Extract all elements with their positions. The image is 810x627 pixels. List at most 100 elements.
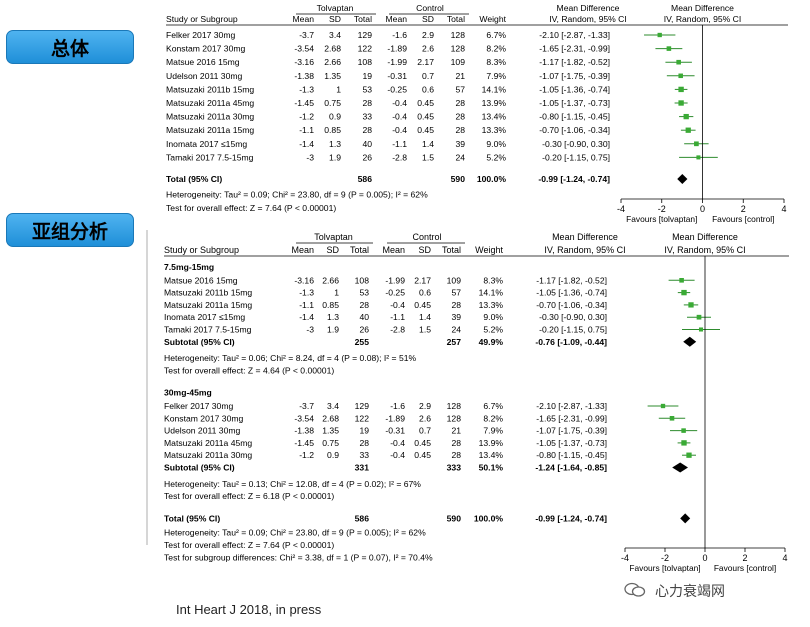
control-mean: -1.6: [390, 401, 405, 411]
x-tick-label: 2: [742, 553, 747, 563]
subgroup-difference-text: Test for subgroup differences: Chi² = 3.…: [164, 552, 433, 562]
control-mean: -1.1: [392, 139, 407, 149]
study-ci: -1.07 [-1.75, -0.39]: [539, 71, 610, 81]
tolvaptan-total: 108: [358, 57, 373, 67]
tolvaptan-sd: 0.9: [329, 112, 341, 122]
study-name: Matsue 2016 15mg: [166, 57, 240, 67]
tolvaptan-sd: 2.66: [324, 57, 341, 67]
effect-marker: [681, 440, 687, 446]
total-ci: -0.99 [-1.24, -0.74]: [538, 174, 610, 184]
tolvaptan-sd: 2.66: [322, 275, 339, 285]
subtotal-tolvaptan-total: 331: [355, 463, 370, 473]
control-total: 128: [447, 401, 462, 411]
method-header-right: IV, Random, 95% CI: [664, 14, 742, 24]
control-total: 128: [447, 413, 462, 423]
total-ci: -0.99 [-1.24, -0.74]: [535, 513, 607, 523]
tolvaptan-sd: 3.4: [329, 30, 341, 40]
control-mean: -0.4: [392, 112, 407, 122]
control-total: 28: [455, 112, 465, 122]
control-mean: -1.89: [387, 44, 407, 54]
control-mean-header: Mean: [382, 245, 405, 255]
effect-marker: [686, 452, 692, 458]
subtotal-diamond: [683, 336, 697, 347]
tolvaptan-mean: -3.7: [299, 30, 314, 40]
study-ci: -1.65 [-2.31, -0.99]: [536, 413, 607, 423]
effect-marker: [696, 155, 701, 160]
tolvaptan-mean: -3.16: [294, 275, 314, 285]
tolvaptan-mean: -1.4: [299, 139, 314, 149]
study-ci: -1.17 [-1.82, -0.52]: [536, 275, 607, 285]
control-mean: -1.89: [385, 413, 405, 423]
tolvaptan-total: 28: [362, 125, 372, 135]
tolvaptan-mean: -3: [306, 152, 314, 162]
tolvaptan-header: Tolvaptan: [314, 232, 353, 242]
tolvaptan-total: 33: [359, 450, 369, 460]
total-label: Total (95% CI): [166, 174, 222, 184]
control-sd: 2.17: [414, 275, 431, 285]
study-name: Matsuzaki 2011a 15mg: [164, 300, 252, 310]
effect-marker: [694, 141, 699, 147]
subgroup-name: 7.5mg-15mg: [164, 262, 214, 272]
control-sd: 0.45: [417, 112, 434, 122]
study-weight: 8.3%: [483, 275, 503, 285]
effect-marker: [678, 100, 684, 106]
heterogeneity-text: Heterogeneity: Tau² = 0.09; Chi² = 23.80…: [164, 528, 426, 538]
control-mean: -0.25: [387, 84, 407, 94]
study-name: Tamaki 2017 7.5-15mg: [166, 152, 254, 162]
study-weight: 14.1%: [479, 288, 504, 298]
study-weight: 7.9%: [486, 71, 506, 81]
study-weight: 6.7%: [483, 401, 503, 411]
control-sd: 2.6: [419, 413, 431, 423]
method-header-left: IV, Random, 95% CI: [544, 245, 625, 255]
tolvaptan-sd: 0.9: [327, 450, 339, 460]
tolvaptan-total: 53: [359, 288, 369, 298]
subgroup-label: 亚组分析: [6, 213, 134, 247]
control-sd: 1.4: [422, 139, 434, 149]
x-tick-label: 2: [741, 204, 746, 214]
control-total: 57: [451, 288, 461, 298]
control-mean: -0.31: [387, 71, 407, 81]
tolvaptan-sd: 2.68: [322, 413, 339, 423]
effect-marker: [678, 73, 683, 79]
study-name: Matsue 2016 15mg: [164, 275, 238, 285]
tolvaptan-sd-header: SD: [329, 14, 341, 24]
study-weight: 6.7%: [486, 30, 506, 40]
tolvaptan-total: 122: [355, 413, 370, 423]
tolvaptan-sd: 1.35: [324, 71, 341, 81]
overall-effect-text: Test for overall effect: Z = 7.64 (P < 0…: [164, 540, 334, 550]
control-total: 39: [451, 312, 461, 322]
tolvaptan-mean: -1.3: [299, 84, 314, 94]
x-tick-label: 0: [702, 553, 707, 563]
control-mean: -1.6: [392, 30, 407, 40]
tolvaptan-total: 129: [358, 30, 373, 40]
study-ci: -0.70 [-1.06, -0.34]: [539, 125, 610, 135]
subtotal-weight: 50.1%: [479, 463, 504, 473]
tolvaptan-total: 122: [358, 44, 373, 54]
control-sd: 0.45: [417, 98, 434, 108]
control-mean: -0.4: [392, 125, 407, 135]
control-sd: 0.6: [422, 84, 434, 94]
tolvaptan-sd: 1.9: [329, 152, 341, 162]
study-ci: -0.80 [-1.15, -0.45]: [536, 450, 607, 460]
tolvaptan-total: 19: [362, 71, 372, 81]
overall-label: 总体: [6, 30, 134, 64]
study-ci: -2.10 [-2.87, -1.33]: [536, 401, 607, 411]
study-ci: -0.80 [-1.15, -0.45]: [539, 112, 610, 122]
tolvaptan-mean: -1.2: [299, 112, 314, 122]
control-sd: 0.45: [414, 450, 431, 460]
control-mean: -1.1: [390, 312, 405, 322]
favours-tolvaptan-label: Favours [tolvaptan]: [626, 214, 697, 224]
control-total: 28: [451, 438, 461, 448]
subtotal-control-total: 333: [447, 463, 462, 473]
tolvaptan-sd: 3.4: [327, 401, 339, 411]
control-mean: -0.31: [385, 426, 405, 436]
effect-marker: [679, 278, 684, 283]
effect-marker: [681, 289, 687, 296]
control-sd: 0.45: [414, 438, 431, 448]
tolvaptan-mean: -3.54: [294, 44, 314, 54]
study-name: Inomata 2017 ≤15mg: [166, 139, 247, 149]
study-name: Felker 2017 30mg: [166, 30, 235, 40]
tolvaptan-mean: -1.1: [299, 300, 314, 310]
tolvaptan-mean: -1.1: [299, 125, 314, 135]
total-weight: 100.0%: [477, 174, 507, 184]
